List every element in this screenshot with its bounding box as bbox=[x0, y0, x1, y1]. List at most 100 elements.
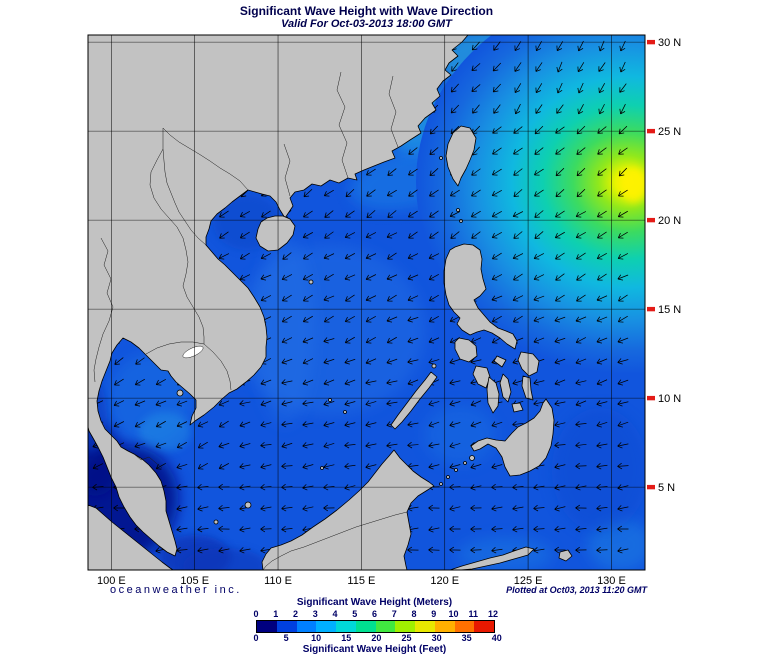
wave-direction-arrow bbox=[555, 252, 565, 260]
wave-direction-arrow bbox=[239, 252, 250, 260]
wave-direction-arrow bbox=[429, 125, 439, 135]
wave-direction-arrow bbox=[407, 337, 419, 344]
river-china-2 bbox=[388, 75, 399, 148]
wave-direction-arrow bbox=[470, 546, 482, 554]
wave-direction-arrow bbox=[533, 337, 545, 344]
colorbar-meters-tick: 1 bbox=[273, 609, 279, 619]
wave-direction-arrow bbox=[407, 253, 419, 260]
wave-direction-arrow bbox=[408, 231, 418, 239]
wave-direction-arrow bbox=[618, 189, 628, 197]
wave-direction-arrow bbox=[554, 316, 566, 323]
lat-tick-label: 15 N bbox=[658, 304, 681, 316]
wave-direction-arrow bbox=[407, 546, 419, 554]
wave-direction-arrow bbox=[323, 400, 335, 407]
lat-tick-marker bbox=[647, 128, 655, 134]
wave-direction-arrow bbox=[533, 525, 545, 533]
island-bohol bbox=[511, 402, 524, 413]
wave-direction-arrow bbox=[617, 253, 629, 260]
wave-direction-arrow bbox=[619, 40, 626, 52]
river-china-3 bbox=[283, 143, 291, 197]
wave-direction-arrow bbox=[219, 231, 229, 239]
wave-direction-arrow bbox=[239, 463, 251, 470]
landmasses bbox=[88, 35, 573, 570]
colorbar-feet-tick: 20 bbox=[371, 633, 382, 643]
wave-direction-arrow bbox=[470, 504, 482, 512]
wave-direction-arrow bbox=[555, 147, 565, 155]
plotted-timestamp: Plotted at Oct03, 2013 11:20 GMT bbox=[506, 585, 647, 595]
colorbar-segment bbox=[316, 621, 336, 632]
colorbar-segment bbox=[336, 621, 356, 632]
wave-direction-arrow bbox=[428, 337, 440, 344]
wave-direction-arrow bbox=[344, 421, 356, 428]
wave-direction-arrow bbox=[472, 104, 480, 114]
wave-direction-arrow bbox=[239, 547, 251, 554]
wave-direction-arrow bbox=[450, 83, 459, 93]
wave-direction-arrow bbox=[513, 189, 523, 198]
wave-direction-arrow bbox=[344, 400, 356, 407]
wave-direction-arrow bbox=[556, 82, 563, 94]
wave-direction-arrow bbox=[281, 442, 293, 449]
colorbar-meters-tick: 4 bbox=[332, 609, 338, 619]
wave-direction-arrow bbox=[344, 232, 356, 239]
wave-direction-arrow bbox=[303, 210, 313, 218]
wave-direction-arrow bbox=[323, 442, 335, 449]
wave-direction-arrow bbox=[176, 546, 188, 554]
wave-direction-arrow bbox=[281, 525, 293, 533]
wave-direction-arrow bbox=[113, 400, 125, 407]
wave-direction-arrow bbox=[575, 316, 587, 323]
wave-direction-arrow bbox=[598, 40, 605, 52]
wave-direction-arrow bbox=[428, 358, 440, 365]
wave-direction-arrow bbox=[365, 253, 377, 260]
wave-direction-arrow bbox=[491, 189, 502, 197]
wave-direction-arrow bbox=[302, 315, 313, 323]
wave-direction-arrow bbox=[554, 231, 565, 239]
lon-tick-label: 115 E bbox=[347, 575, 375, 587]
wave-direction-arrow bbox=[512, 211, 524, 218]
wave-direction-arrow bbox=[365, 295, 377, 302]
wave-direction-arrow bbox=[596, 379, 608, 386]
wave-direction-arrow bbox=[596, 442, 608, 449]
wave-direction-arrow bbox=[239, 274, 251, 281]
wave-direction-arrow bbox=[428, 546, 440, 554]
wave-direction-arrow bbox=[408, 189, 418, 197]
wave-direction-arrow bbox=[428, 315, 439, 323]
wave-direction-arrow bbox=[576, 252, 586, 260]
country-borders bbox=[93, 71, 408, 570]
wave-direction-arrow bbox=[492, 147, 502, 155]
lat-tick-label: 25 N bbox=[658, 126, 681, 138]
wave-direction-arrow bbox=[407, 274, 419, 281]
island-mindanao bbox=[470, 398, 555, 477]
island-leyte bbox=[521, 375, 534, 401]
wave-direction-arrow bbox=[407, 441, 419, 449]
wave-direction-arrow bbox=[344, 441, 356, 449]
wave-direction-arrow bbox=[555, 126, 565, 134]
wave-direction-arrow bbox=[281, 294, 292, 302]
wave-direction-arrow bbox=[617, 400, 629, 407]
wave-direction-arrow bbox=[429, 189, 439, 197]
wave-direction-arrow bbox=[176, 526, 188, 533]
wave-direction-arrow bbox=[365, 315, 376, 323]
wave-direction-arrow bbox=[619, 103, 626, 115]
wave-direction-arrow bbox=[281, 274, 293, 281]
wave-direction-arrow bbox=[218, 420, 229, 428]
wave-direction-arrow bbox=[134, 442, 146, 449]
wave-direction-arrow bbox=[218, 253, 230, 260]
lon-tick-label: 130 E bbox=[597, 575, 626, 587]
wave-direction-arrow bbox=[575, 400, 587, 407]
wave-direction-arrow bbox=[512, 505, 524, 512]
colorbar-meters-tick: 8 bbox=[411, 609, 417, 619]
wave-direction-arrow bbox=[598, 62, 606, 72]
wave-direction-arrow bbox=[324, 210, 334, 218]
colorbar-meters-tick: 10 bbox=[448, 609, 459, 619]
wave-direction-arrow bbox=[449, 546, 461, 554]
lon-tick-label: 125 E bbox=[514, 575, 543, 587]
wave-direction-arrow bbox=[575, 231, 586, 239]
wave-direction-arrow bbox=[323, 421, 335, 428]
wave-direction-arrow bbox=[218, 400, 230, 407]
wave-direction-arrow bbox=[302, 274, 314, 281]
colorbar-segment bbox=[296, 621, 317, 632]
wave-direction-arrow bbox=[365, 337, 376, 344]
wave-direction-arrow bbox=[617, 210, 628, 218]
wave-direction-arrow bbox=[261, 210, 271, 218]
colorbar-segment bbox=[375, 621, 396, 632]
